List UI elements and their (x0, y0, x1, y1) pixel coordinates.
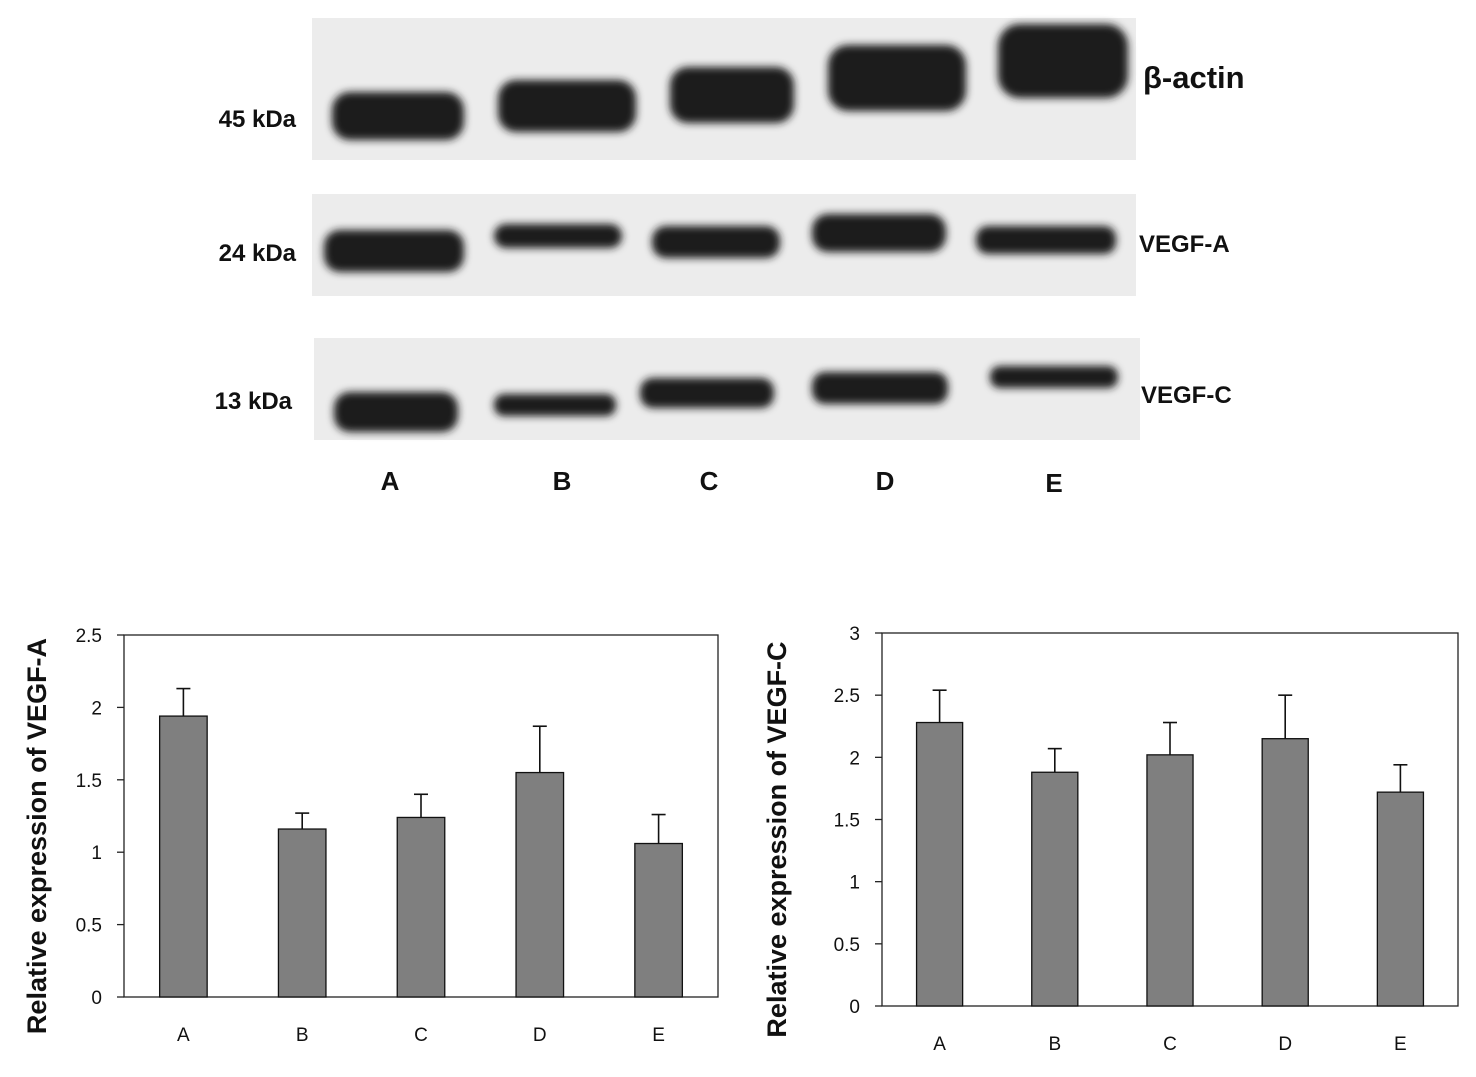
bar-C (1146, 754, 1194, 1007)
bar-C (396, 816, 446, 998)
band-beta-actin-A (332, 92, 464, 140)
band-vegf-a-A (324, 230, 464, 272)
lane-label-D: D (876, 466, 895, 496)
western-blot-panel: 45 kDa 24 kDa 13 kDa β-actin VEGF-A VEGF… (215, 18, 1245, 498)
bar-B (277, 828, 327, 998)
y-tick-label: 0 (849, 997, 860, 1018)
bar-A (915, 721, 964, 1007)
lane-label-A: A (381, 466, 400, 496)
chart-vegf-c: 0 0.5 1 1.5 2 2.5 3 Relative expression of VEGF… (740, 540, 1460, 1070)
x-tick-label: C (1163, 1034, 1177, 1055)
bar-E (1376, 791, 1425, 1007)
bar-D (515, 771, 565, 998)
x-tick-label: C (414, 1025, 428, 1046)
bar-B (1031, 771, 1079, 1007)
y-tick-label: 2.5 (76, 626, 102, 647)
y-axis-title: Relative expression of VEGF-A (22, 638, 52, 1034)
band-vegf-a-D (812, 214, 946, 252)
lane-label-E: E (1045, 468, 1062, 498)
y-tick-label: 2 (91, 698, 102, 719)
band-beta-actin-E (998, 24, 1128, 98)
chart-vegf-a: 0 0.5 1 1.5 2 2.5 Relative expression of VEGF-… (0, 540, 720, 1070)
protein-label-vegf-c: VEGF-C (1141, 382, 1232, 409)
band-beta-actin-B (498, 80, 636, 132)
band-beta-actin-C (670, 67, 794, 123)
y-tick-label: 1.5 (76, 771, 102, 792)
x-tick-label: D (533, 1025, 547, 1046)
protein-label-beta-actin: β-actin (1143, 60, 1245, 95)
band-beta-actin-D (828, 45, 966, 111)
blot-strip-vegf-c (314, 338, 1140, 440)
band-vegf-c-D (812, 372, 948, 404)
y-tick-label: 2.5 (834, 686, 860, 707)
x-tick-label: A (933, 1034, 946, 1055)
lane-label-C: C (700, 466, 719, 496)
bar-D (1261, 738, 1309, 1007)
x-tick-label: B (296, 1025, 309, 1046)
x-tick-label: A (177, 1025, 190, 1046)
band-vegf-c-C (640, 378, 774, 408)
lane-label-B: B (553, 466, 572, 496)
y-tick-label: 0.5 (834, 935, 860, 956)
band-vegf-a-B (494, 224, 622, 248)
band-vegf-a-C (652, 226, 780, 258)
y-tick-label: 0.5 (76, 916, 102, 937)
y-tick-label: 3 (849, 624, 860, 645)
band-vegf-c-B (494, 394, 616, 416)
kda-label-13: 13 kDa (215, 388, 293, 415)
band-vegf-c-A (334, 392, 458, 432)
y-tick-label: 0 (91, 988, 102, 1009)
blot-strip-vegf-a (312, 194, 1136, 296)
kda-label-24: 24 kDa (219, 240, 297, 267)
x-tick-label: B (1048, 1034, 1061, 1055)
y-tick-label: 1 (91, 843, 102, 864)
y-axis-title: Relative expression of VEGF-C (762, 641, 792, 1037)
kda-label-45: 45 kDa (219, 106, 297, 133)
x-tick-label: E (652, 1025, 665, 1046)
band-vegf-a-E (976, 226, 1116, 254)
bar-A (158, 715, 208, 998)
y-tick-label: 2 (849, 748, 860, 769)
protein-label-vegf-a: VEGF-A (1139, 231, 1230, 258)
blot-strip-beta-actin (312, 18, 1136, 160)
y-tick-label: 1.5 (834, 811, 860, 832)
x-tick-label: E (1394, 1034, 1407, 1055)
y-tick-label: 1 (849, 873, 860, 894)
x-tick-label: D (1278, 1034, 1292, 1055)
bar-E (634, 842, 684, 998)
band-vegf-c-E (990, 366, 1118, 388)
